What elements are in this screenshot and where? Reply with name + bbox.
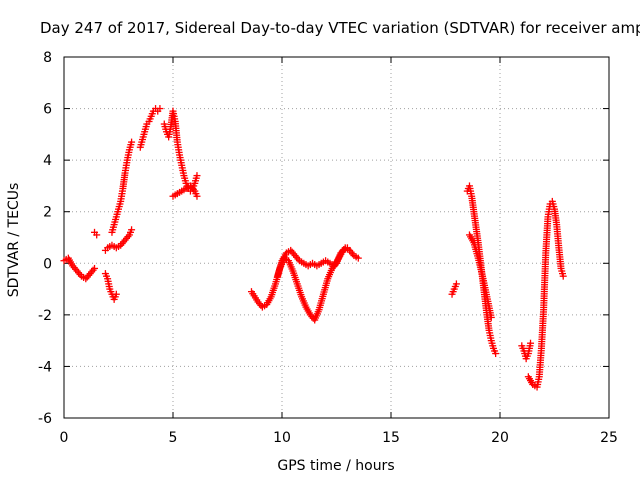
axis-ticks: [63, 56, 610, 419]
data-point: [193, 192, 201, 200]
data-point: [354, 254, 362, 262]
y-tick-label: 8: [43, 50, 52, 66]
y-tick-label: -2: [38, 308, 52, 324]
grid-lines: [64, 57, 609, 418]
y-axis-label: SDTVAR / TECUs: [6, 183, 22, 298]
y-tick-label: 4: [43, 153, 52, 169]
y-tick-label: 6: [43, 102, 52, 118]
data-point: [112, 290, 120, 298]
data-point: [527, 339, 535, 347]
chart-title: Day 247 of 2017, Sidereal Day-to-day VTE…: [40, 19, 640, 37]
data-point: [193, 172, 201, 180]
data-point: [452, 280, 460, 288]
x-axis-label: GPS time / hours: [277, 458, 394, 474]
plot-frame: [63, 56, 610, 419]
data-point: [128, 138, 136, 146]
x-tick-label: 25: [600, 430, 618, 446]
x-tick-label: 20: [491, 430, 509, 446]
y-tick-label: 2: [43, 205, 52, 221]
y-tick-label: 0: [43, 256, 52, 272]
data-point: [93, 231, 101, 239]
data-marks: [60, 105, 567, 391]
x-tick-label: 5: [169, 430, 178, 446]
x-tick-label: 15: [382, 430, 400, 446]
y-tick-label: -6: [38, 411, 52, 427]
data-point: [128, 226, 136, 234]
x-tick-label: 0: [60, 430, 69, 446]
y-tick-label: -4: [38, 359, 52, 375]
x-tick-label: 10: [273, 430, 291, 446]
data-point: [487, 313, 495, 321]
data-point: [156, 105, 164, 113]
data-point: [492, 350, 500, 358]
y-tick-labels: -6 -4 -2 0 2 4 6 8: [38, 50, 52, 427]
data-point: [343, 244, 351, 252]
data-point: [91, 264, 99, 272]
data-point: [559, 272, 567, 280]
x-tick-labels: 0 5 10 15 20 25: [60, 430, 618, 446]
